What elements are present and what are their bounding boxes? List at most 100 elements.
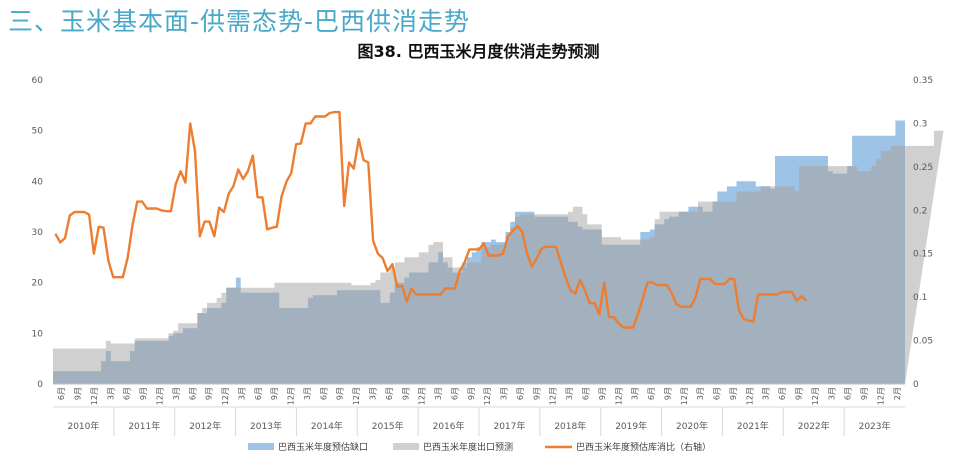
x-month-label: 3月 [237,387,246,400]
x-month-label: 9月 [860,387,869,400]
x-year-label: 2022年 [798,420,830,432]
legend: 巴西玉米年度预估缺口 巴西玉米年度出口预测 巴西玉米年度预估库消比（右轴） [248,441,711,453]
series-line-ratio [54,110,808,329]
x-month-label: 12月 [745,387,754,405]
x-year-label: 2010年 [67,420,99,432]
x-month-label: 6月 [844,387,853,400]
right-axis-tick-label: 0 [913,380,919,390]
x-month-label: 12月 [876,387,885,405]
x-month-label: 9月 [532,387,541,400]
legend-label-ratio: 巴西玉米年度预估库消比（右轴） [576,441,711,453]
x-month-label: 6月 [319,387,328,400]
legend-label-export: 巴西玉米年度出口预测 [423,441,513,453]
legend-item-ratio: 巴西玉米年度预估库消比（右轴） [545,441,711,453]
series-area-overlap [53,145,905,384]
x-month-label: 9月 [729,387,738,400]
x-month-label: 6月 [123,387,132,400]
left-axis-ticks: 0 10 20 30 40 50 60 [32,76,44,390]
section-title: 三、玉米基本面-供需态势-巴西供消走势 [8,7,471,36]
left-axis-tick-label: 10 [32,329,44,339]
x-month-label: 9月 [401,387,410,400]
x-month-label: 3月 [565,387,574,400]
x-month-label: 9月 [74,387,83,400]
x-month-label: 9月 [598,387,607,400]
x-month-label: 3月 [106,387,115,400]
x-month-label: 6月 [582,387,591,400]
x-month-label: 9月 [467,387,476,400]
x-month-label: 6月 [385,387,394,400]
x-axis-month-labels: 6月 9月 12月 3月 6月 9月 12月 3月 6月 9月 12月 3月 6月 9月 12月 3月 6月 9月… [57,387,902,405]
x-year-label: 2018年 [554,420,586,432]
x-year-label: 2015年 [372,420,404,432]
legend-item-gap: 巴西玉米年度预估缺口 [248,441,368,453]
right-axis-tick-label: 0.1 [913,293,927,303]
x-month-label: 6月 [450,387,459,400]
x-month-label: 12月 [680,387,689,405]
x-month-label: 9月 [663,387,672,400]
right-axis-tick-label: 0.05 [913,337,933,347]
x-year-label: 2016年 [433,420,465,432]
x-month-label: 9月 [139,387,148,400]
x-month-label: 9月 [336,387,345,400]
x-month-label: 12月 [221,387,230,405]
x-month-label: 9月 [270,387,279,400]
x-month-label: 12月 [811,387,820,405]
x-year-label: 2013年 [250,420,282,432]
left-axis-tick-label: 40 [32,177,44,187]
right-axis-tick-label: 0.15 [913,250,933,260]
x-month-label: 12月 [287,387,296,405]
x-month-label: 3月 [434,387,443,400]
right-axis-tick-label: 0.3 [913,119,927,129]
x-month-label: 6月 [254,387,263,400]
right-axis-tick-label: 0.2 [913,206,927,216]
x-month-label: 6月 [188,387,197,400]
x-year-label: 2011年 [128,420,160,432]
x-year-label: 2014年 [311,420,343,432]
x-year-label: 2020年 [676,420,708,432]
right-axis-tick-label: 0.35 [913,76,933,86]
x-month-label: 3月 [500,387,509,400]
x-year-label: 2012年 [189,420,221,432]
x-month-label: 6月 [57,387,66,400]
right-axis-tick-label: 0.25 [913,163,933,173]
x-month-label: 12月 [156,387,165,405]
x-axis-year-labels: 2010年 2011年 2012年 2013年 2014年 2015年 2016年 2017年… [67,407,891,436]
x-month-label: 12月 [418,387,427,405]
x-month-label: 9月 [205,387,214,400]
x-year-label: 2023年 [859,420,891,432]
x-month-label: 3月 [631,387,640,400]
legend-swatch-gap [248,443,274,450]
right-axis-ticks: 0 0.05 0.1 0.15 0.2 0.25 0.3 0.35 [913,76,933,390]
x-month-label: 12月 [352,387,361,405]
x-month-label: 6月 [647,387,656,400]
x-year-label: 2017年 [493,420,525,432]
x-year-label: 2019年 [615,420,647,432]
x-month-label: 12月 [549,387,558,405]
plot-area [53,110,944,384]
left-axis-tick-label: 50 [32,127,44,137]
x-month-label: 6月 [713,387,722,400]
x-year-label: 2021年 [737,420,769,432]
x-month-label: 3月 [172,387,181,400]
x-month-label: 6月 [516,387,525,400]
x-month-label: 12月 [90,387,99,405]
left-axis-tick-label: 60 [32,76,44,86]
x-month-label: 3月 [827,387,836,400]
x-month-label: 9月 [795,387,804,400]
x-month-label: 12月 [614,387,623,405]
x-month-label: 3月 [369,387,378,400]
x-month-label: 6月 [778,387,787,400]
legend-label-gap: 巴西玉米年度预估缺口 [278,441,368,453]
x-month-label: 3月 [762,387,771,400]
left-axis-tick-label: 20 [32,279,44,289]
x-month-label: 12月 [483,387,492,405]
legend-swatch-export [393,443,419,450]
left-axis-tick-label: 0 [37,380,43,390]
legend-item-export: 巴西玉米年度出口预测 [393,441,513,453]
left-axis-tick-label: 30 [32,228,44,238]
x-month-label: 3月 [696,387,705,400]
x-month-label: 3月 [303,387,312,400]
x-month-label: 2月 [893,387,902,400]
chart-title: 图38. 巴西玉米月度供消走势预测 [357,42,600,61]
